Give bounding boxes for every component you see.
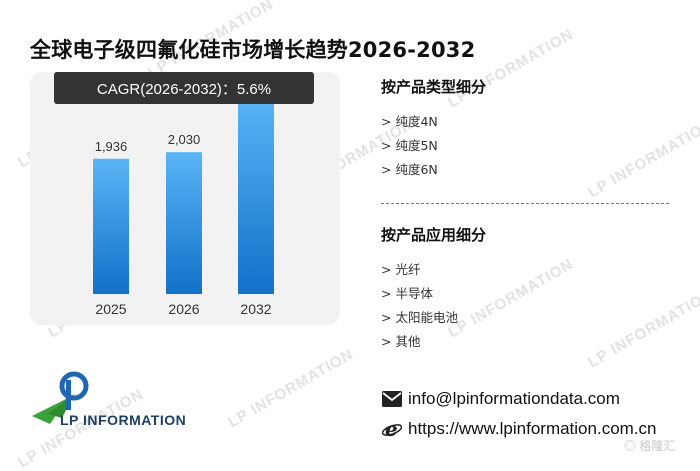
watermark-badge: ◎ 格隆汇 <box>624 437 675 454</box>
list-item: > 纯度6N <box>381 162 438 177</box>
list-item: > 半导体 <box>381 286 433 301</box>
application-list: > 光纤 > 半导体 > 太阳能电池 > 其他 <box>381 258 458 354</box>
x-tick-label: 2025 <box>95 301 126 317</box>
list-item: > 纯度5N <box>381 138 438 153</box>
contact-website[interactable]: e https://www.lpinformation.com.cn <box>382 419 656 439</box>
g-logo-icon: ◎ <box>624 439 637 453</box>
page-title: 全球电子级四氟化硅市场增长趋势2026-2032 <box>30 38 476 62</box>
bar-2025 <box>93 158 129 294</box>
bar-2032 <box>238 97 274 295</box>
list-item: > 纯度4N <box>381 114 438 129</box>
badge-text: 格隆汇 <box>639 439 676 453</box>
data-label: 2,030 <box>168 132 201 147</box>
x-tick-label: 2026 <box>168 301 199 317</box>
product-type-list: > 纯度4N > 纯度5N > 纯度6N <box>381 110 438 182</box>
svg-text:e: e <box>385 419 398 439</box>
email-text[interactable]: info@lpinformationdata.com <box>408 389 620 408</box>
list-item: > 光纤 <box>381 262 421 277</box>
envelope-icon <box>382 389 402 409</box>
bar-2026 <box>166 152 202 294</box>
list-item: > 太阳能电池 <box>381 310 458 325</box>
data-label: 1,936 <box>95 139 128 154</box>
application-title: 按产品应用细分 <box>381 226 487 244</box>
lp-information-logo-icon <box>32 371 89 424</box>
product-type-title: 按产品类型细分 <box>381 78 487 96</box>
contact-email[interactable]: info@lpinformationdata.com <box>382 389 620 409</box>
x-tick-label: 2032 <box>240 301 271 317</box>
list-item: > 其他 <box>381 334 421 349</box>
cagr-label: CAGR(2026-2032)：5.6% <box>54 72 314 104</box>
section-divider <box>381 203 669 204</box>
website-text[interactable]: https://www.lpinformation.com.cn <box>408 419 657 438</box>
logo-text: LP INFORMATION <box>60 412 187 428</box>
ie-e-icon: e <box>382 419 402 439</box>
